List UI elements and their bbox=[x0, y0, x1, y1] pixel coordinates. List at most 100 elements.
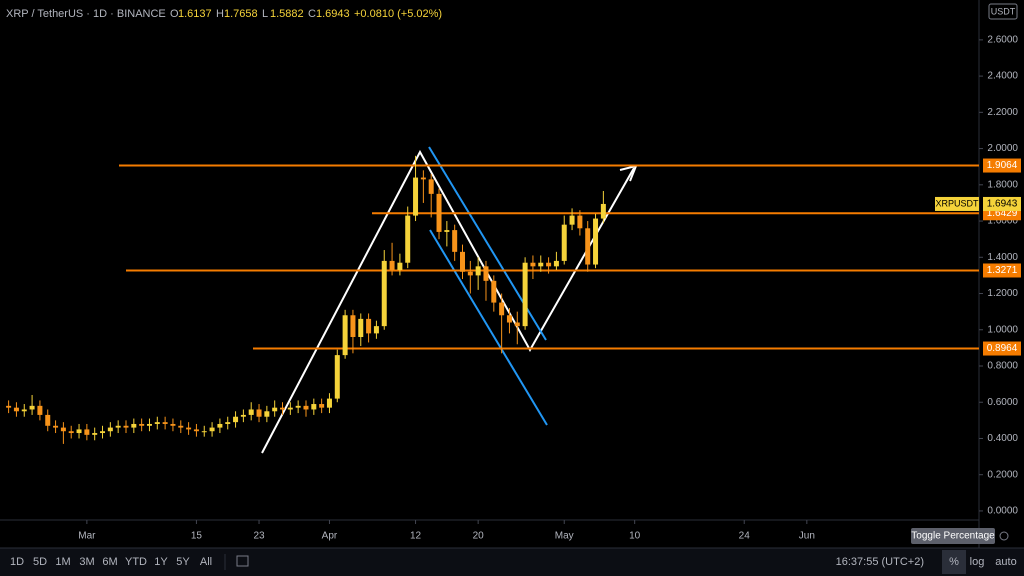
candle-body bbox=[264, 411, 270, 417]
range-button[interactable]: 3M bbox=[79, 556, 94, 568]
candle-body bbox=[326, 398, 332, 408]
toolbar bbox=[0, 548, 1024, 576]
range-button[interactable]: 1Y bbox=[154, 556, 168, 568]
candle-body bbox=[154, 422, 160, 424]
candle-body bbox=[546, 262, 552, 267]
candle-body bbox=[428, 179, 434, 194]
currency-box[interactable] bbox=[988, 3, 1018, 20]
last-price: 1.6943 bbox=[987, 199, 1018, 210]
candle-body bbox=[37, 405, 43, 415]
candle-body bbox=[240, 414, 246, 417]
y-tick-label: 0.0000 bbox=[987, 506, 1018, 517]
range-button[interactable]: YTD bbox=[125, 556, 147, 568]
candle-body bbox=[413, 177, 419, 216]
x-tick-label: Apr bbox=[322, 531, 338, 542]
candle-body bbox=[225, 422, 231, 424]
candle-body bbox=[21, 409, 27, 412]
x-tick-label: 10 bbox=[629, 531, 641, 542]
candle-body bbox=[538, 262, 544, 267]
clock: 16:37:55 (UTC+2) bbox=[836, 556, 924, 568]
candle-body bbox=[60, 427, 66, 432]
candle-body bbox=[193, 429, 199, 432]
candle-body bbox=[162, 422, 168, 424]
candle-body bbox=[29, 405, 35, 410]
trend-line bbox=[261, 149, 635, 454]
candle-body bbox=[334, 355, 340, 399]
ohlc-value: 1.6137 bbox=[178, 8, 212, 20]
percent[interactable]: % bbox=[949, 556, 959, 568]
candle-body bbox=[280, 407, 286, 410]
y-tick-label: 2.6000 bbox=[987, 35, 1018, 46]
candle-body bbox=[139, 423, 145, 426]
candle-body bbox=[53, 425, 59, 428]
symbol: XRP / TetherUS · 1D · BINANCE bbox=[6, 8, 166, 20]
y-tick-label: 1.6000 bbox=[987, 216, 1018, 227]
candle-body bbox=[272, 407, 278, 412]
ohlc-value: 1.7658 bbox=[224, 8, 258, 20]
candle-body bbox=[577, 215, 583, 229]
y-tick-label: 2.0000 bbox=[987, 143, 1018, 154]
candle-body bbox=[506, 315, 512, 323]
candle-body bbox=[350, 315, 356, 338]
x-tick-label: 15 bbox=[191, 531, 203, 542]
candle-body bbox=[436, 193, 442, 232]
candle-body bbox=[530, 262, 536, 267]
candle-body bbox=[553, 260, 559, 267]
candle-body bbox=[76, 429, 82, 434]
last-price-box bbox=[983, 196, 1021, 211]
range-button[interactable]: 1M bbox=[55, 556, 70, 568]
candle-body bbox=[295, 405, 301, 408]
date-range-icon[interactable] bbox=[236, 555, 249, 567]
x-tick-label: 23 bbox=[253, 531, 265, 542]
range-button[interactable]: 5Y bbox=[176, 556, 190, 568]
level-label-box bbox=[983, 341, 1021, 356]
candle-body bbox=[68, 431, 74, 434]
level-label-box bbox=[983, 263, 1021, 278]
auto[interactable]: auto bbox=[995, 556, 1016, 568]
level-label: 1.6429 bbox=[987, 208, 1018, 219]
range-button[interactable]: 6M bbox=[102, 556, 117, 568]
settings-icon[interactable] bbox=[999, 531, 1009, 541]
x-tick-label: 24 bbox=[739, 531, 751, 542]
y-tick-label: 0.2000 bbox=[987, 469, 1018, 480]
candle-body bbox=[248, 409, 254, 415]
y-tick-label: 2.2000 bbox=[987, 107, 1018, 118]
candle-body bbox=[13, 407, 19, 412]
candle-body bbox=[186, 427, 192, 430]
candle-body bbox=[585, 228, 591, 265]
candle-body bbox=[123, 425, 129, 428]
candle-body bbox=[115, 425, 121, 428]
range-button[interactable]: 5D bbox=[33, 556, 47, 568]
candle-body bbox=[475, 266, 481, 276]
range-button[interactable]: All bbox=[200, 556, 212, 568]
candle-body bbox=[405, 215, 411, 263]
y-tick-label: 0.8000 bbox=[987, 361, 1018, 372]
currency[interactable]: USDT bbox=[991, 6, 1016, 16]
x-tick-label: 12 bbox=[410, 531, 422, 542]
candle-body bbox=[342, 315, 348, 356]
ohlc-value: 1.6943 bbox=[316, 8, 350, 20]
tooltip-box bbox=[911, 528, 995, 544]
candle-body bbox=[420, 177, 426, 180]
ohlc-value: 1.5882 bbox=[270, 8, 304, 20]
channel-line bbox=[429, 229, 548, 426]
level-label: 1.3271 bbox=[987, 265, 1018, 276]
candle-body bbox=[389, 260, 395, 270]
candle-body bbox=[514, 322, 520, 327]
change: +0.0810 (+5.02%) bbox=[354, 8, 442, 20]
candle-body bbox=[452, 230, 458, 252]
candle-body bbox=[373, 326, 379, 334]
range-button[interactable]: 1D bbox=[10, 556, 24, 568]
candle-body bbox=[569, 215, 575, 225]
log[interactable]: log bbox=[970, 556, 985, 568]
x-tick-label: Jun bbox=[799, 531, 815, 542]
y-tick-label: 2.4000 bbox=[987, 71, 1018, 82]
y-tick-label: 1.8000 bbox=[987, 179, 1018, 190]
percent-button[interactable] bbox=[942, 550, 966, 574]
ohlc-label: L bbox=[262, 8, 268, 20]
x-tick-label: 20 bbox=[473, 531, 485, 542]
candle-body bbox=[45, 414, 51, 426]
candle-body bbox=[593, 218, 599, 265]
